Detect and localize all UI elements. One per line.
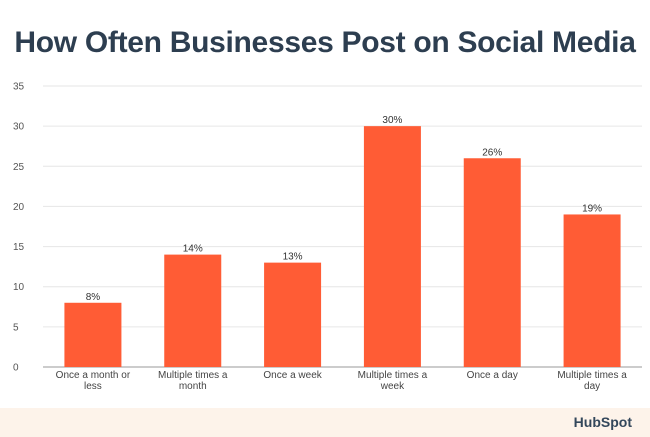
x-tick-label: month	[179, 381, 207, 392]
data-label: 26%	[482, 147, 502, 158]
x-tick-label: less	[84, 381, 102, 392]
data-label: 30%	[382, 115, 402, 126]
data-label: 14%	[183, 244, 203, 255]
y-tick-label: 35	[13, 82, 25, 93]
y-tick-label: 5	[13, 322, 19, 333]
x-tick-label: Once a day	[467, 370, 518, 381]
y-tick-label: 10	[13, 282, 25, 293]
bar	[363, 126, 421, 368]
x-tick-label: Multiple times a	[557, 370, 627, 381]
bar	[164, 254, 222, 367]
chart-title: How Often Businesses Post on Social Medi…	[14, 26, 636, 59]
y-tick-label: 0	[13, 363, 19, 374]
x-tick-label: Once a month or	[56, 370, 131, 381]
y-tick-label: 15	[13, 242, 25, 253]
x-tick-label: day	[584, 381, 600, 392]
y-tick-label: 20	[13, 202, 25, 213]
x-tick-label: Multiple times a	[358, 370, 428, 381]
hubspot-logo: HubSpot	[574, 414, 632, 430]
bar	[563, 214, 621, 367]
x-tick-label: Multiple times a	[158, 370, 228, 381]
bar	[463, 158, 521, 367]
data-label: 8%	[86, 292, 101, 303]
data-label: 13%	[283, 252, 303, 263]
logo-text: HubSpot	[573, 414, 632, 430]
bar	[64, 302, 122, 367]
x-tick-label: Once a week	[263, 370, 322, 381]
x-tick-label: week	[380, 381, 405, 392]
footer-bar: HubSpot	[0, 408, 650, 437]
y-tick-label: 30	[13, 122, 25, 133]
bar	[264, 262, 322, 367]
data-label: 19%	[582, 203, 602, 214]
y-tick-label: 25	[13, 162, 25, 173]
